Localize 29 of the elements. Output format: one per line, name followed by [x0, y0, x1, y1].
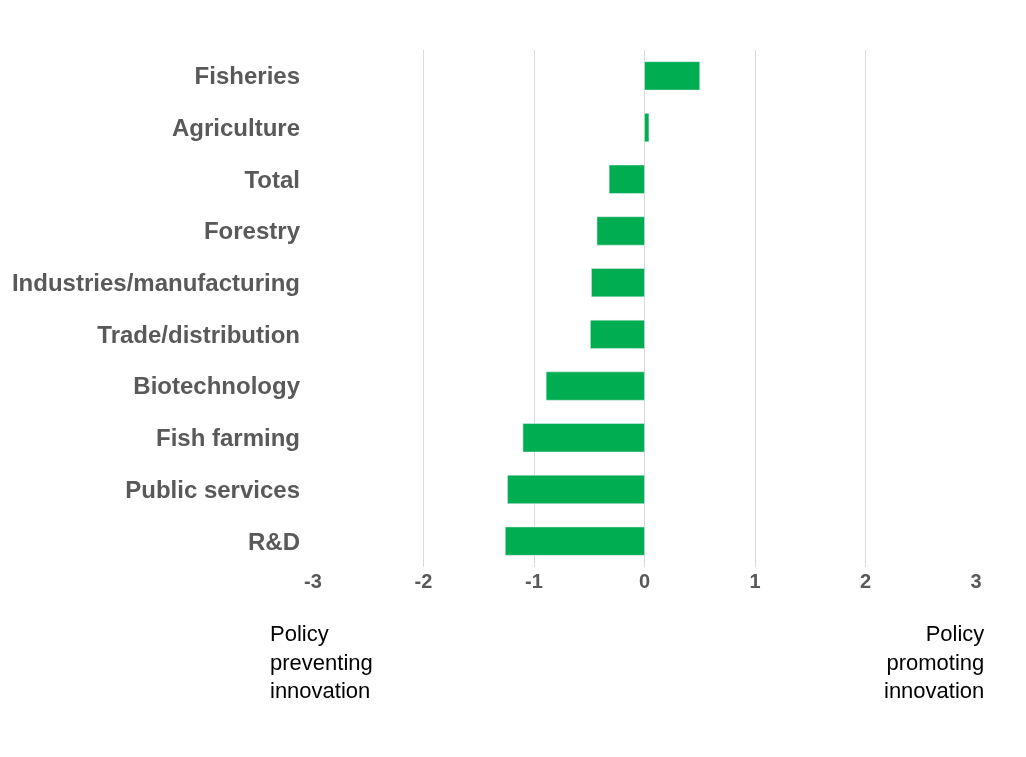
x-tick-label: 1 — [749, 570, 761, 592]
x-tick-label: 3 — [970, 570, 982, 592]
bar — [596, 216, 645, 246]
text: Policy preventing innovation — [270, 621, 373, 704]
text: Policy promoting innovation — [884, 621, 985, 704]
y-tick-label: Total — [244, 165, 300, 193]
bar — [608, 164, 645, 194]
x-tick-label: -3 — [304, 570, 322, 592]
bar — [644, 61, 700, 91]
x-tick-label: 2 — [859, 570, 872, 592]
x-tick-label: -1 — [525, 570, 543, 592]
bar — [644, 113, 650, 143]
y-tick-label: Fisheries — [194, 62, 300, 90]
x-tick-label: 0 — [638, 570, 651, 592]
y-tick-label: Industries/manufacturing — [11, 269, 300, 297]
y-tick-label: Fish farming — [155, 424, 300, 452]
y-tick-label: Biotechnology — [133, 372, 301, 400]
y-tick-label: Trade/distribution — [97, 320, 300, 348]
bar — [591, 268, 645, 298]
bar — [590, 319, 645, 349]
x-tick-label: -2 — [414, 570, 433, 592]
y-tick-label: Forestry — [203, 217, 301, 245]
y-tick-label: R&D — [248, 527, 300, 555]
bar — [505, 526, 645, 556]
bar — [507, 474, 645, 504]
y-tick-label: Public services — [125, 475, 300, 503]
bar — [522, 423, 645, 453]
y-tick-label: Agriculture — [171, 113, 300, 141]
bar — [545, 371, 645, 401]
